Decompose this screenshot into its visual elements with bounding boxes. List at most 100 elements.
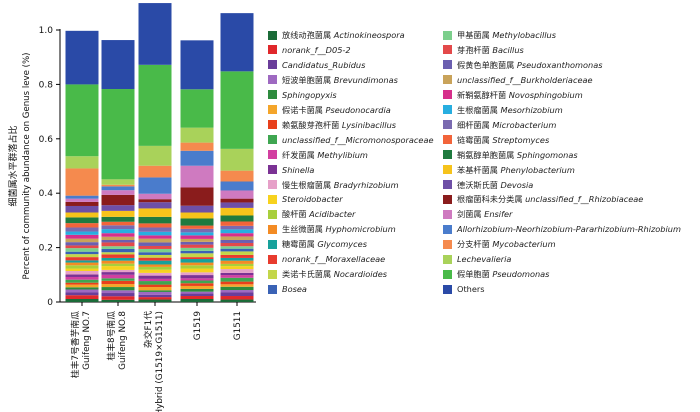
bar-segment-mycobacterium [180,142,214,151]
bar-segment-devosia [180,205,214,213]
bar-segment-brevundimonas [65,289,99,293]
bar-segment-candidatus-rubidus [138,294,172,298]
x-category-label-en: G1511 [233,311,243,340]
bar-segment-glycomyces [220,257,254,261]
bar-segment-mesorhizobium [138,231,172,236]
bar-segment-lysinibacillus [101,280,135,285]
bar-segment-nocardioides [220,251,254,255]
bar-segment-ensifer [220,190,254,199]
bar-segment-acidibacter [180,265,214,269]
bar-segment-bosea [180,250,214,254]
bar-segment-bosea [65,251,99,255]
bar-segment-unclassified-f-micromonosporaceae [220,277,254,282]
bar-segment-methylobacillus [180,247,214,251]
bar-segment-norank-f-moraxellaceae [180,257,214,260]
bar-stack-guifeng-no-8 [101,40,135,302]
bar-segment-streptomyces [138,223,172,228]
bar-segment-unclassified-f-rhizobiaceae [138,199,172,203]
bar-segment-bosea [138,252,172,255]
bar-segment-ensifer [65,198,99,202]
bar-segment-others [65,30,99,85]
bar-segment-novosphingobium [101,233,135,237]
bar-segment-pseudonocardia [180,285,214,289]
bar-segment-actinokineospora [220,299,254,302]
bar-segment-methylibium [101,274,135,279]
bar-segment-sphingopyxis [220,286,254,291]
bar-stack-hybrid-g1519-g1511- [138,3,172,302]
bar-segment-norank-f-d05-2 [65,295,99,300]
bar-segment-candidatus-rubidus [180,293,214,297]
bar-segment-microbacterium [220,225,254,230]
bar-segment-novosphingobium [138,235,172,239]
bar-segment-methylobacillus [220,246,254,249]
y-tick-label: 0 [47,298,53,308]
bar-segment-pseudoxanthomonas [220,239,254,243]
bar-segment-nocardioides [138,254,172,258]
bar-segment-nocardioides [65,254,99,258]
bar-segment-streptomyces [220,221,254,226]
bar-segment-devosia [65,205,99,213]
y-tick-label: 0.8 [39,80,54,90]
bar-segment-norank-f-moraxellaceae [220,254,254,258]
x-category-label-en: Guifeng NO.7 [82,311,92,370]
bar-segment-mycobacterium [65,168,99,196]
bar-segment-unclassified-f-burkholderiaceae [101,236,135,240]
bar-segment-methylobacillus [65,248,99,252]
bar-segment-allorhizobium-neorhizobium-pararhizobium-rhizobium [220,181,254,191]
bar-segment-norank-f-d05-2 [101,296,135,300]
bar-segment-hyphomicrobium [180,262,214,266]
bar-segment-candidatus-rubidus [65,292,99,296]
bar-segment-mesorhizobium [180,232,214,236]
bar-segment-glycomyces [101,257,135,261]
bar-segment-glycomyces [65,260,99,263]
bar-segment-novosphingobium [65,234,99,239]
bar-segment-phenylobacterium [220,207,254,216]
bar-segment-sphingopyxis [138,290,172,292]
bar-segment-unclassified-f-burkholderiaceae [220,236,254,240]
bar-segment-unclassified-f-burkholderiaceae [138,238,172,243]
bar-segment-streptomyces [65,223,99,228]
x-category-label-en: Guifeng NO.8 [118,311,128,370]
bar-segment-lysinibacillus [220,281,254,285]
bar-segment-methylibium [220,275,254,278]
bar-segment-mesorhizobium [65,231,99,235]
bar-segment-methylibium [138,278,172,282]
bar-segment-glycomyces [138,260,172,265]
bar-segment-others [138,3,172,65]
bar-segment-steroidobacter [101,266,135,270]
bar-segment-lysinibacillus [180,283,214,286]
bar-segment-norank-f-moraxellaceae [138,257,172,261]
bar-segment-pseudomonas [101,89,135,180]
bar-segment-lechevalieria [180,127,214,143]
bar-segment-lechevalieria [101,179,135,185]
bar-segment-actinokineospora [101,299,135,302]
bar-segment-glycomyces [180,259,214,263]
bar-segment-pseudonocardia [101,284,135,288]
bar-segment-actinokineospora [180,299,214,302]
bar-segment-sphingopyxis [180,288,214,292]
bar-segment-unclassified-f-burkholderiaceae [65,238,99,243]
bar-segment-hyphomicrobium [101,260,135,264]
bar-segment-bacillus [220,242,254,247]
bar-segment-nocardioides [180,253,214,258]
bar-segment-ensifer [138,193,172,200]
bar-segment-candidatus-rubidus [220,292,254,297]
bar-segment-shinella [180,275,214,279]
x-category-label-en: Hybrid (G1519×G1511) [155,311,165,412]
bar-segment-allorhizobium-neorhizobium-pararhizobium-rhizobium [138,177,172,194]
bar-segment-novosphingobium [220,233,254,237]
axis-labels: 0 0.2 0.4 0.6 0.8 1.0 细菌属水平群落占比 Percent of comm… [7,26,243,412]
bar-segment-unclassified-f-micromonosporaceae [101,278,135,281]
bar-segment-bradyrhizobium [180,272,214,276]
bar-segment-brevundimonas [138,291,172,295]
bar-segment-devosia [101,205,135,211]
bar-segment-streptomyces [180,225,214,229]
bar-segment-acidibacter [101,263,135,267]
bar-segment-devosia [220,202,254,208]
bar-segment-brevundimonas [180,291,214,294]
bar-segment-unclassified-f-rhizobiaceae [220,198,254,203]
bar-segment-unclassified-f-micromonosporaceae [138,281,172,285]
bar-segment-microbacterium [138,227,172,232]
bar-segment-pseudomonas [180,89,214,128]
